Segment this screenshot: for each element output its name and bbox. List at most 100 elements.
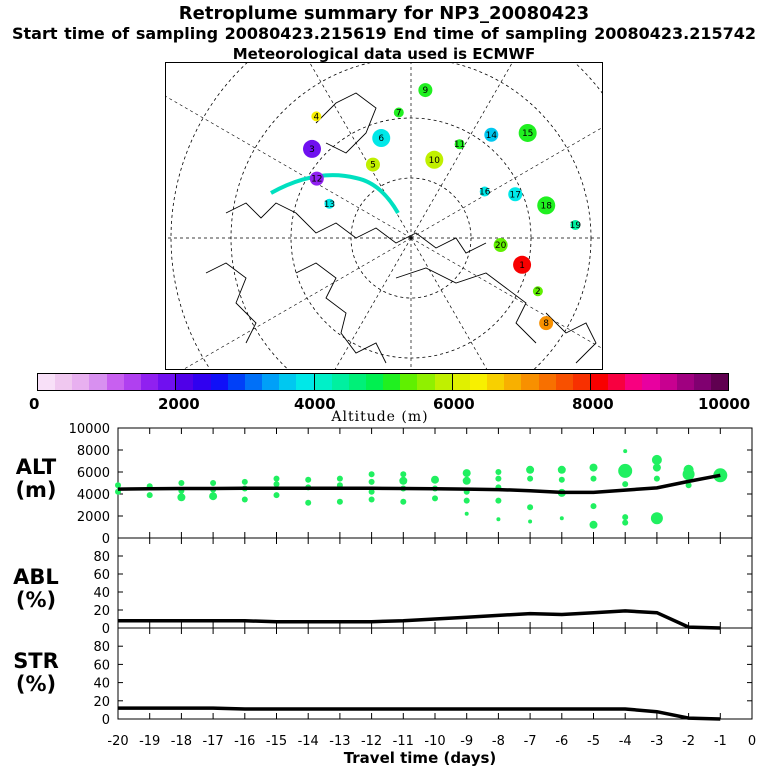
cluster-number: 16 <box>479 188 491 198</box>
cluster-marker <box>508 187 523 202</box>
colorbar-swatch <box>279 374 297 390</box>
altitude-cluster-point <box>368 471 375 478</box>
colorbar-swatch <box>383 374 401 390</box>
coastline <box>315 92 377 154</box>
altitude-cluster-point <box>495 497 502 504</box>
cluster-number: 10 <box>429 156 441 166</box>
x-tick-label: -15 <box>266 734 287 749</box>
plume-track <box>270 173 400 214</box>
colorbar-swatch <box>676 374 694 390</box>
altitude-cluster-point <box>432 495 438 502</box>
cluster-number: 3 <box>309 145 315 155</box>
colorbar-swatch <box>487 374 505 390</box>
x-tick-label: -17 <box>202 734 223 749</box>
altitude-cluster-point <box>464 511 469 516</box>
altitude-cluster-point <box>559 516 564 521</box>
x-tick-label: -12 <box>361 734 382 749</box>
cluster-marker <box>479 186 490 197</box>
cluster-marker <box>493 238 508 253</box>
altitude-cluster-point <box>463 497 470 504</box>
x-tick-label: -20 <box>107 734 128 749</box>
cluster-marker <box>303 139 322 158</box>
altitude-cluster-point <box>462 469 471 478</box>
x-tick-label: -5 <box>587 734 600 749</box>
colorbar-swatch <box>244 374 263 390</box>
altitude-cluster-point <box>652 463 661 472</box>
altitude-cluster-point <box>683 464 694 475</box>
y-tick-label: 10000 <box>69 422 110 437</box>
cluster-number: 11 <box>454 140 465 150</box>
cluster-marker <box>372 129 391 148</box>
altitude-cluster-point <box>273 475 280 482</box>
colorbar-swatch <box>72 374 90 390</box>
str-panel-label: STR (%) <box>13 649 59 696</box>
cluster-marker <box>311 111 322 122</box>
y-tick-label: 20 <box>93 695 110 710</box>
x-axis-label: Travel time (days) <box>343 749 497 767</box>
cluster-number: 6 <box>378 134 384 144</box>
cluster-marker <box>454 139 465 150</box>
altitude-cluster-point <box>462 476 471 485</box>
x-tick-label: -14 <box>298 734 319 749</box>
meridian-line <box>183 237 412 369</box>
altitude-cluster-point <box>590 503 597 510</box>
cluster-number: 9 <box>423 86 429 96</box>
coastline <box>225 202 487 254</box>
y-tick-label: 4000 <box>77 488 110 503</box>
y-tick-label: 0 <box>102 532 110 547</box>
meridian-line <box>410 237 602 349</box>
x-tick-label: -3 <box>650 734 663 749</box>
altitude-cluster-point <box>495 475 502 482</box>
altitude-cluster-point <box>622 514 629 521</box>
colorbar-swatch <box>89 374 107 390</box>
colorbar-tick-4000: 4000 <box>294 395 336 413</box>
y-tick-label: 40 <box>93 586 110 601</box>
cluster-marker <box>484 127 499 142</box>
cluster-number: 7 <box>396 108 402 118</box>
colorbar-axis-label: Altitude (m) <box>331 409 429 425</box>
cluster-marker <box>425 150 444 169</box>
colorbar-tick-0: 0 <box>29 395 40 413</box>
altitude-cluster-point <box>496 517 501 522</box>
y-tick-label: 60 <box>93 658 110 673</box>
cluster-number: 14 <box>486 131 498 141</box>
colorbar-swatch <box>659 374 677 390</box>
x-tick-label: 0 <box>748 734 756 749</box>
altitude-cluster-point <box>495 469 502 475</box>
x-tick-label: -10 <box>424 734 445 749</box>
cluster-number: 2 <box>535 287 541 297</box>
y-tick-label: 20 <box>93 604 110 619</box>
coastline <box>395 267 537 344</box>
retroplume-map: 13 12 3 4 5 6 7 9 10 11 14 15 16 17 18 19 20 1 2 8 <box>165 62 603 370</box>
altitude-cluster-point <box>336 498 343 505</box>
altitude-cluster-point <box>653 475 660 482</box>
x-tick-label: -1 <box>714 734 727 749</box>
abl-line <box>118 609 721 630</box>
colorbar-swatch <box>140 374 159 390</box>
str-line <box>118 706 721 721</box>
colorbar-swatch <box>38 374 56 390</box>
colorbar-swatch <box>227 374 245 390</box>
altitude-cluster-point <box>368 488 375 495</box>
x-tick-label: -8 <box>492 734 505 749</box>
y-tick-label: 6000 <box>77 466 110 481</box>
altitude-cluster-point <box>650 512 663 525</box>
altitude-cluster-point <box>590 475 597 482</box>
altitude-cluster-point <box>178 480 185 486</box>
y-tick-label: 80 <box>93 550 110 565</box>
cluster-number: 1 <box>519 261 525 271</box>
x-tick-label: -13 <box>329 734 350 749</box>
cluster-marker <box>393 107 404 118</box>
colorbar-swatch <box>469 374 488 390</box>
cluster-marker <box>518 123 537 142</box>
colorbar-swatch <box>123 374 141 390</box>
altitude-cluster-point <box>210 480 217 486</box>
colorbar-swatch <box>711 374 729 390</box>
y-tick-label: 2000 <box>77 510 110 525</box>
coastline <box>295 262 387 364</box>
colorbar-swatch <box>365 374 384 390</box>
altitude-cluster-point <box>651 454 662 465</box>
altitude-cluster-point <box>557 465 566 474</box>
